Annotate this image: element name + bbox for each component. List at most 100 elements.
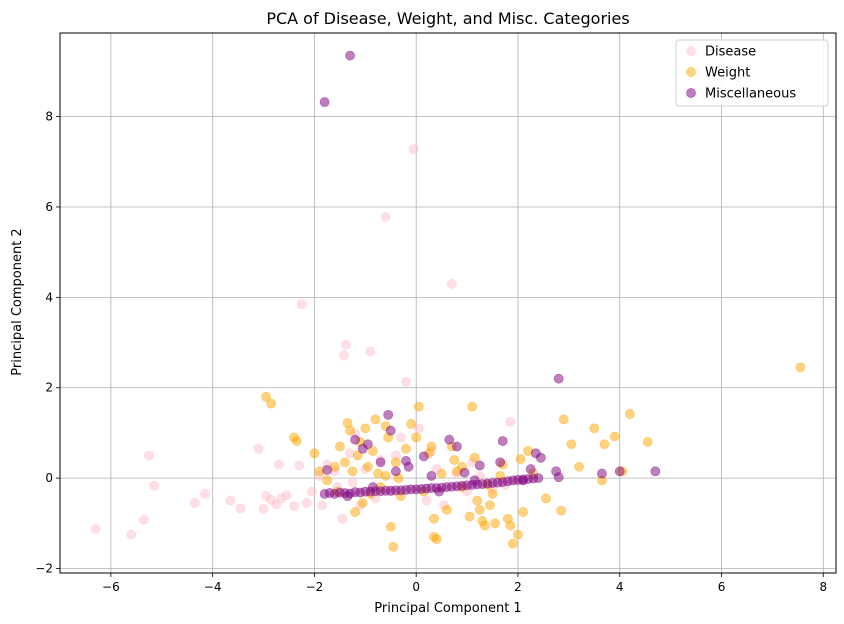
miscellaneous-point	[650, 466, 661, 477]
axis-ticks: −6 −4 −2 0 2 4 6 8 −2 0 2 4 6 8	[35, 110, 827, 594]
weight-point	[347, 466, 358, 477]
weight-point	[518, 507, 528, 517]
miscellaneous-point	[418, 451, 429, 462]
x-axis-label: Principal Component 1	[374, 601, 521, 616]
miscellaneous-point	[469, 475, 480, 486]
weight-point	[406, 418, 417, 429]
weight-point	[322, 475, 333, 486]
legend-box	[675, 39, 829, 107]
chart-title: PCA of Disease, Weight, and Misc. Catego…	[266, 9, 629, 28]
disease-point	[139, 514, 149, 525]
miscellaneous-point	[533, 473, 544, 484]
miscellaneous-point	[390, 466, 401, 477]
disease-point	[200, 489, 210, 499]
weight-point	[350, 507, 361, 517]
x-tick-label: 8	[819, 580, 827, 594]
weight-point	[266, 398, 277, 409]
miscellaneous-point	[553, 373, 564, 384]
weight-point	[464, 511, 475, 522]
weight-point	[795, 362, 806, 373]
disease-point	[273, 459, 284, 470]
miscellaneous-point	[385, 425, 396, 436]
weight-point	[441, 504, 452, 515]
weight-point	[388, 541, 399, 552]
miscellaneous-point	[452, 441, 462, 452]
weight-point	[574, 461, 584, 472]
y-tick-label: 6	[45, 200, 53, 214]
disease-point	[253, 443, 264, 454]
weight-point	[449, 455, 460, 465]
weight-point	[436, 468, 447, 479]
disease-point	[337, 513, 348, 524]
disease-point	[294, 460, 305, 471]
miscellaneous-point	[444, 434, 455, 445]
miscellaneous-point	[403, 461, 414, 472]
miscellaneous-point	[322, 465, 333, 475]
weight-point	[474, 504, 485, 515]
disease-point	[126, 529, 137, 540]
disease-point	[144, 450, 154, 461]
weight-point	[609, 431, 620, 442]
weight-point	[352, 450, 363, 461]
weight-point	[467, 401, 478, 412]
weight-point	[340, 457, 350, 468]
weight-point	[556, 505, 567, 516]
disease-point	[341, 339, 351, 350]
disease-point	[317, 500, 327, 511]
y-axis-label: Principal Component 2	[10, 228, 25, 375]
weight-point	[411, 432, 422, 443]
weight-point	[345, 425, 355, 436]
x-tick-label: 0	[412, 580, 420, 594]
weight-point	[357, 498, 368, 508]
y-tick-label: 2	[45, 381, 53, 395]
miscellaneous-point	[518, 475, 528, 486]
legend-label-miscellaneous: Miscellaneous	[705, 87, 796, 102]
disease-point	[421, 495, 432, 506]
miscellaneous-point	[345, 50, 355, 61]
disease-point	[505, 416, 516, 427]
disease-point	[149, 480, 160, 491]
weight-point	[429, 513, 439, 524]
weight-point	[360, 423, 371, 434]
legend: Disease Weight Miscellaneous	[675, 39, 829, 107]
miscellaneous-point	[553, 472, 564, 483]
weight-point	[362, 461, 373, 472]
x-tick-label: −4	[204, 580, 222, 594]
weight-point	[261, 391, 271, 402]
miscellaneous-point	[342, 491, 353, 502]
disease-point	[380, 212, 391, 222]
miscellaneous-point	[383, 409, 394, 420]
miscellaneous-point	[614, 466, 625, 477]
miscellaneous-point	[375, 457, 386, 468]
weight-point	[485, 500, 495, 511]
weight-point	[385, 522, 396, 532]
grid	[60, 33, 836, 573]
plot-frame	[59, 32, 837, 574]
x-tick-label: 6	[718, 580, 726, 594]
weight-point	[413, 401, 424, 412]
weight-point	[368, 446, 378, 456]
miscellaneous-point	[434, 486, 444, 497]
weight-point	[505, 520, 516, 531]
weight-point	[401, 443, 411, 454]
weight-point	[291, 436, 302, 446]
disease-point	[339, 350, 349, 361]
weight-point	[479, 520, 490, 531]
weight-point	[431, 534, 442, 545]
weight-point	[515, 454, 526, 465]
legend-marker-disease	[686, 46, 696, 56]
weight-point	[426, 441, 437, 452]
x-tick-label: 2	[514, 580, 522, 594]
disease-point	[365, 346, 376, 357]
weight-point	[541, 493, 551, 504]
miscellaneous-point	[319, 97, 330, 108]
weight-point	[487, 489, 498, 499]
miscellaneous-point	[495, 457, 506, 468]
miscellaneous-point	[597, 468, 607, 479]
disease-point	[408, 144, 419, 155]
weight-point	[566, 439, 577, 450]
y-tick-label: 8	[45, 110, 53, 124]
disease-point	[289, 501, 299, 512]
weight-point	[390, 457, 401, 468]
